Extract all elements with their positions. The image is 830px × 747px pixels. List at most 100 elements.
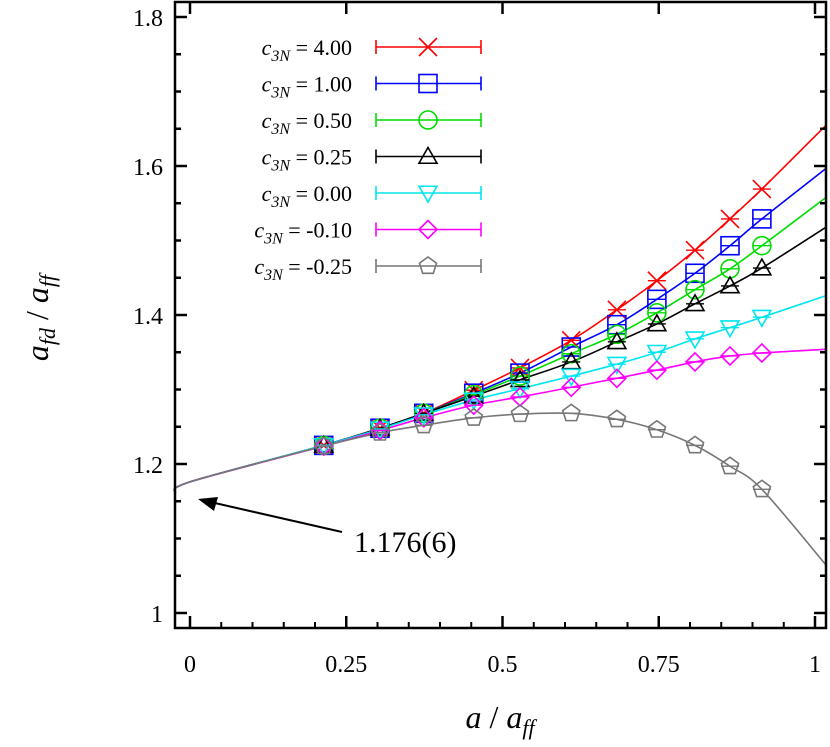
triangle-up-marker	[509, 369, 531, 388]
series-markers	[313, 309, 773, 456]
circle-marker	[561, 343, 582, 364]
annotation: 1.176(6)	[198, 497, 456, 559]
cross-marker	[647, 271, 667, 291]
diamond-marker	[646, 359, 668, 381]
legend-label: c3N = 0.50	[262, 108, 352, 138]
triangle-down-marker	[509, 381, 531, 400]
fit-curve	[173, 124, 827, 494]
legend-item: c3N = -0.10	[254, 218, 482, 248]
x-tick-label: 0.75	[638, 652, 680, 678]
legend-item: c3N = 0.00	[262, 181, 482, 211]
circle-marker	[752, 235, 772, 256]
annotation-arrow	[205, 500, 343, 533]
triangle-down-marker	[719, 320, 741, 339]
pentagon-marker	[685, 435, 705, 454]
square-marker	[418, 73, 438, 94]
fit-curve	[173, 412, 827, 566]
circle-marker	[685, 279, 705, 300]
pentagon-marker	[752, 479, 772, 498]
legend-label: c3N = 0.25	[262, 145, 352, 175]
square-marker	[647, 289, 667, 310]
legend-label: c3N = 1.00	[262, 72, 352, 102]
fit-curve	[173, 348, 827, 494]
cross-marker	[720, 209, 740, 229]
diamond-marker	[751, 342, 773, 364]
legend-item: c3N = 1.00	[262, 72, 482, 102]
triangle-down-marker	[417, 185, 439, 204]
triangle-up-marker	[751, 257, 773, 276]
diamond-marker	[417, 219, 439, 240]
legend-label: c3N = -0.10	[254, 218, 352, 248]
x-tick-label: 0.25	[325, 652, 367, 678]
pentagon-marker	[720, 456, 740, 475]
cross-marker	[752, 179, 772, 199]
pentagon-marker	[510, 404, 530, 423]
pentagon-marker	[607, 409, 627, 428]
arrow-head-icon	[198, 497, 218, 511]
triangle-up-marker	[719, 275, 741, 294]
x-tick-label: 1	[809, 652, 821, 678]
circle-marker	[510, 366, 530, 386]
circle-marker	[647, 302, 667, 323]
pentagon-marker	[370, 422, 390, 441]
circle-marker	[607, 324, 627, 345]
y-tick-label: 1.8	[133, 6, 163, 32]
annotation-label: 1.176(6)	[354, 526, 456, 559]
diamond-marker	[606, 368, 628, 389]
x-tick-label: 0.5	[488, 652, 518, 678]
series-markers	[314, 403, 772, 498]
legend-label: c3N = -0.25	[254, 254, 352, 284]
pentagon-marker	[464, 407, 484, 426]
legend-item: c3N = 0.50	[262, 108, 482, 138]
diamond-marker	[413, 407, 434, 428]
diamond-marker	[313, 435, 334, 457]
pentagon-marker	[561, 403, 581, 422]
x-tick-label: 0	[184, 652, 196, 678]
triangle-down-marker	[751, 309, 773, 328]
cross-marker	[418, 37, 438, 57]
cross-marker	[685, 240, 705, 260]
square-marker	[720, 235, 740, 256]
data-markers	[313, 179, 773, 498]
legend-item: c3N = 4.00	[262, 35, 482, 65]
circle-marker	[418, 110, 438, 130]
legend-item: c3N = -0.25	[254, 254, 482, 284]
legend-label: c3N = 4.00	[262, 35, 352, 65]
axis-ticks: 0 0.25 0.5 0.75 1 1 1.2 1.4 1.6 1.8	[133, 2, 826, 678]
diamond-marker	[719, 345, 741, 367]
pentagon-marker	[647, 419, 667, 438]
triangle-up-marker	[684, 293, 706, 312]
y-tick-label: 1.6	[133, 155, 163, 181]
square-marker	[685, 263, 705, 284]
pentagon-marker	[414, 415, 434, 434]
triangle-up-marker	[313, 434, 335, 453]
triangle-up-marker	[606, 331, 628, 350]
legend-label: c3N = 0.00	[262, 181, 352, 211]
triangle-down-marker	[684, 331, 706, 350]
x-axis-label: a / aff	[465, 699, 537, 740]
square-marker	[561, 337, 582, 357]
y-tick-label: 1	[151, 602, 163, 628]
diamond-marker	[463, 395, 484, 416]
pentagon-marker	[314, 436, 334, 455]
triangle-down-marker	[646, 344, 668, 363]
fit-curve	[173, 294, 827, 494]
y-tick-label: 1.4	[133, 304, 163, 330]
fit-curves	[173, 124, 827, 566]
triangle-down-marker	[606, 356, 628, 375]
cross-marker	[510, 358, 530, 378]
series-markers	[313, 342, 773, 457]
legend-item: c3N = 0.25	[262, 145, 482, 175]
y-axis-label: afd / aff	[19, 272, 60, 361]
triangle-up-marker	[417, 145, 439, 165]
diamond-marker	[561, 377, 582, 398]
triangle-down-marker	[560, 368, 582, 387]
pentagon-marker	[418, 256, 438, 275]
triangle-up-marker	[463, 385, 485, 404]
diamond-marker	[684, 351, 706, 373]
square-marker	[752, 209, 772, 229]
y-tick-label: 1.2	[133, 453, 163, 479]
triangle-up-marker	[646, 313, 668, 332]
legend: c3N = 4.00 c3N = 1.00 c3N = 0.50 c3N = 0.25…	[254, 35, 482, 284]
